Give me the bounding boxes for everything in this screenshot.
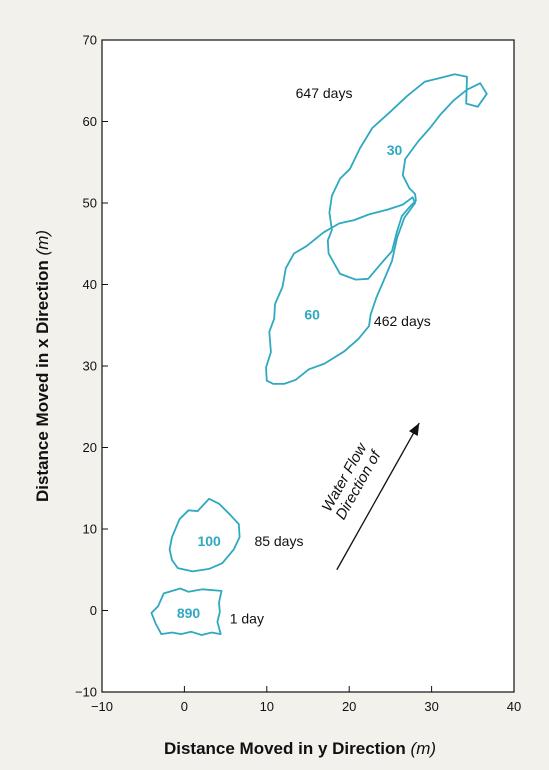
plume-time-label: 647 days xyxy=(296,85,353,101)
plot-frame xyxy=(101,39,515,693)
flow-arrow-line xyxy=(336,422,420,571)
y-tick-label: 50 xyxy=(83,196,97,211)
x-tick-label: 30 xyxy=(424,699,438,714)
x-tick-label: 40 xyxy=(507,699,521,714)
plume-outlines xyxy=(150,73,488,636)
axis-ticks: −10 0 10 20 30 40 −10 0 10 20 30 40 50 60 70 xyxy=(75,33,521,715)
y-tick-label: 30 xyxy=(83,359,97,374)
x-tick-label: 20 xyxy=(342,699,356,714)
y-axis-label: Distance Moved in x Direction (m) xyxy=(33,230,52,502)
y-tick-label: 20 xyxy=(83,440,97,455)
x-tick-label: 0 xyxy=(181,699,188,714)
y-tick-label: 40 xyxy=(83,277,97,292)
plume-outline-1 xyxy=(150,587,223,636)
plume-time-label: 85 days xyxy=(254,533,303,549)
y-axis-label-text: Distance Moved in x Direction xyxy=(33,260,52,502)
plume-time-label: 462 days xyxy=(374,313,431,329)
plume-concentration-label: 890 xyxy=(177,605,201,621)
y-tick-label: 70 xyxy=(83,33,97,48)
plume-outline-4 xyxy=(326,73,488,281)
y-tick-label: −10 xyxy=(75,685,97,700)
x-tick-label: −10 xyxy=(91,699,113,714)
plume-concentration-label: 100 xyxy=(197,533,221,549)
plume-concentration-label: 30 xyxy=(387,142,403,158)
plume-outline-2 xyxy=(168,497,241,573)
y-tick-label: 10 xyxy=(83,522,97,537)
plume-labels: 1 day 890 85 days 100 462 days 60 647 days 30 xyxy=(177,85,431,627)
x-tick-label: 10 xyxy=(260,699,274,714)
y-tick-label: 0 xyxy=(90,603,97,618)
plume-outline-3 xyxy=(265,196,417,385)
x-axis-label: Distance Moved in y Direction (m) xyxy=(164,739,436,758)
x-axis-label-text: Distance Moved in y Direction xyxy=(164,739,406,758)
plume-concentration-label: 60 xyxy=(304,307,320,323)
y-tick-label: 60 xyxy=(83,114,97,129)
plume-time-label: 1 day xyxy=(230,611,264,627)
x-axis-label-unit: (m) xyxy=(411,739,436,758)
y-axis-label-unit: (m) xyxy=(33,230,52,255)
flow-arrow-head xyxy=(409,423,420,436)
